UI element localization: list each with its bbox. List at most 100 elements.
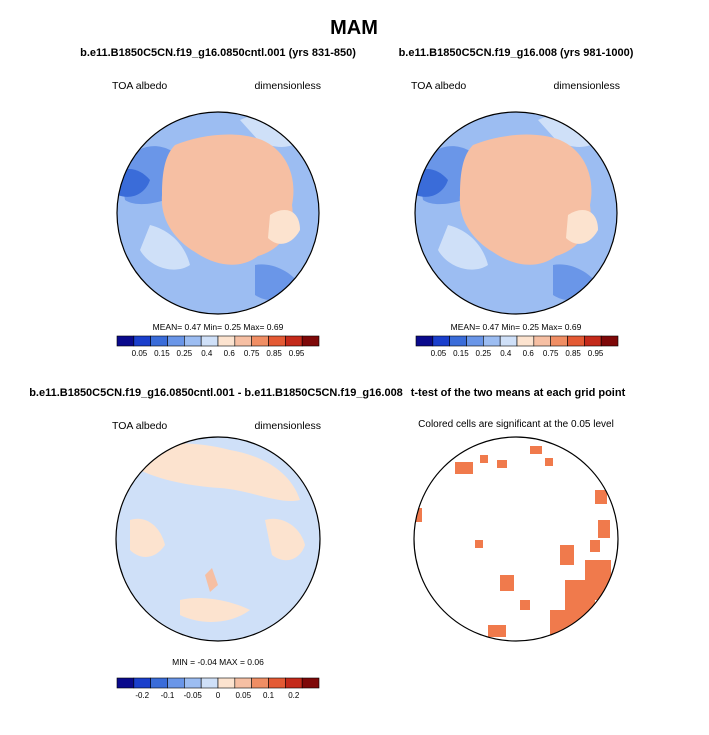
- colorbar-swatch: [285, 677, 303, 689]
- colorbar-tick-label: 0.85: [266, 349, 282, 358]
- left-label: TOA albedo: [112, 80, 167, 92]
- colorbar-swatch: [550, 335, 568, 347]
- panel-title: b.e11.B1850C5CN.f19_g16.0850cntl.001 - b…: [29, 387, 403, 399]
- colorbar-tick-label: -0.1: [161, 691, 175, 700]
- colorbar-swatch: [234, 677, 252, 689]
- colorbar-swatch: [167, 335, 185, 347]
- colorbar-tick-label: 0.4: [201, 349, 213, 358]
- colorbar-swatch: [116, 677, 135, 689]
- colorbar-tick-label: 0.4: [500, 349, 512, 358]
- polar-map: [116, 437, 320, 641]
- stats-text: MEAN= 0.47 Min= 0.25 Max= 0.69: [153, 322, 284, 332]
- significant-cell: [545, 458, 553, 466]
- significance-map: [414, 437, 618, 641]
- colorbar-swatch: [217, 677, 236, 689]
- significant-cell: [455, 462, 473, 474]
- significant-cell: [530, 446, 542, 454]
- colorbar-tick-label: 0.75: [244, 349, 260, 358]
- significant-cell: [598, 520, 610, 538]
- colorbar-swatch: [200, 335, 219, 347]
- colorbar-tick-label: -0.2: [135, 691, 149, 700]
- colorbar-swatch: [150, 335, 168, 347]
- colorbar-swatch: [449, 335, 467, 347]
- colorbar-swatch: [116, 335, 135, 347]
- colorbar-tick-label: 0.75: [543, 349, 559, 358]
- colorbar-swatch: [251, 335, 269, 347]
- colorbar-tick-label: 0.25: [177, 349, 193, 358]
- right-label: dimensionless: [553, 80, 620, 92]
- panel-subtitle: Colored cells are significant at the 0.0…: [418, 419, 614, 430]
- significant-cell: [595, 490, 607, 504]
- colorbar-tick-label: 0.05: [132, 349, 148, 358]
- colorbar-swatch: [184, 677, 202, 689]
- panel-top-right: b.e11.B1850C5CN.f19_g16.008 (yrs 981-100…: [399, 47, 634, 358]
- right-label: dimensionless: [254, 420, 321, 432]
- colorbar-swatch: [200, 677, 219, 689]
- significant-cell: [475, 540, 483, 548]
- colorbar-tick-label: 0.85: [565, 349, 581, 358]
- panel-top-left: b.e11.B1850C5CN.f19_g16.0850cntl.001 (yr…: [80, 47, 356, 358]
- colorbar-swatch: [415, 335, 434, 347]
- colorbar-swatch: [301, 677, 320, 689]
- significant-cell: [414, 508, 422, 522]
- right-label: dimensionless: [254, 80, 321, 92]
- colorbar-tick-label: 0.15: [453, 349, 469, 358]
- colorbar-tick-label: 0.6: [523, 349, 535, 358]
- colorbar-tick-label: 0.05: [431, 349, 447, 358]
- colorbar: -0.2 -0.1 -0.05 0 0.05 0.1 0.2: [116, 677, 320, 700]
- colorbar: 0.05 0.15 0.25 0.4 0.6 0.75 0.85 0.95: [415, 335, 619, 358]
- significant-cell: [560, 545, 574, 565]
- panel-title: b.e11.B1850C5CN.f19_g16.008 (yrs 981-100…: [399, 47, 634, 59]
- panel-title: t-test of the two means at each grid poi…: [411, 387, 626, 399]
- colorbar-swatch: [600, 335, 619, 347]
- figure-title: MAM: [330, 17, 378, 39]
- colorbar-swatch: [184, 335, 202, 347]
- colorbar-tick-label: -0.05: [184, 691, 203, 700]
- significant-cell: [500, 575, 514, 591]
- colorbar-swatch: [499, 335, 518, 347]
- colorbar-swatch: [167, 677, 185, 689]
- colorbar-swatch: [268, 335, 286, 347]
- colorbar-tick-label: 0.15: [154, 349, 170, 358]
- colorbar-swatch: [285, 335, 303, 347]
- colorbar-tick-label: 0.95: [588, 349, 604, 358]
- panel-bottom-left: b.e11.B1850C5CN.f19_g16.0850cntl.001 - b…: [29, 387, 403, 700]
- colorbar-swatch: [150, 677, 168, 689]
- colorbar-swatch: [268, 677, 286, 689]
- panel-bottom-right: t-test of the two means at each grid poi…: [411, 387, 626, 642]
- colorbar-tick-label: 0.1: [263, 691, 275, 700]
- colorbar-swatch: [133, 335, 151, 347]
- significant-cell: [520, 600, 530, 610]
- significant-cell: [497, 460, 507, 468]
- colorbar-swatch: [567, 335, 585, 347]
- colorbar-swatch: [301, 335, 320, 347]
- colorbar-swatch: [217, 335, 236, 347]
- polar-map: [117, 112, 319, 314]
- colorbar-swatch: [251, 677, 269, 689]
- left-label: TOA albedo: [112, 420, 167, 432]
- panel-title: b.e11.B1850C5CN.f19_g16.0850cntl.001 (yr…: [80, 47, 356, 59]
- colorbar-swatch: [234, 335, 252, 347]
- colorbar: 0.05 0.15 0.25 0.4 0.6 0.75 0.85 0.95: [116, 335, 320, 358]
- colorbar-tick-label: 0: [216, 691, 221, 700]
- stats-text: MIN = -0.04 MAX = 0.06: [172, 657, 264, 667]
- significant-cell: [480, 455, 488, 463]
- colorbar-swatch: [466, 335, 484, 347]
- colorbar-swatch: [133, 677, 151, 689]
- colorbar-tick-label: 0.2: [288, 691, 300, 700]
- colorbar-swatch: [516, 335, 535, 347]
- colorbar-swatch: [533, 335, 551, 347]
- colorbar-swatch: [432, 335, 450, 347]
- left-label: TOA albedo: [411, 80, 466, 92]
- colorbar-tick-label: 0.05: [235, 691, 251, 700]
- significant-cell: [488, 625, 506, 637]
- colorbar-tick-label: 0.95: [289, 349, 305, 358]
- colorbar-tick-label: 0.25: [476, 349, 492, 358]
- stats-text: MEAN= 0.47 Min= 0.25 Max= 0.69: [451, 322, 582, 332]
- colorbar-swatch: [584, 335, 602, 347]
- significant-cell: [590, 540, 600, 552]
- colorbar-swatch: [483, 335, 501, 347]
- polar-map: [415, 112, 617, 314]
- colorbar-tick-label: 0.6: [224, 349, 236, 358]
